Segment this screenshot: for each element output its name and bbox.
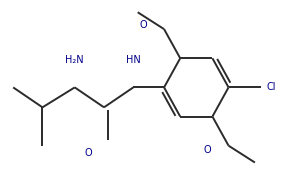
Text: O: O [204, 145, 212, 155]
Text: O: O [139, 20, 147, 30]
Text: Cl: Cl [267, 82, 276, 92]
Text: H₂N: H₂N [65, 55, 84, 65]
Text: HN: HN [126, 55, 141, 65]
Text: O: O [84, 148, 92, 158]
